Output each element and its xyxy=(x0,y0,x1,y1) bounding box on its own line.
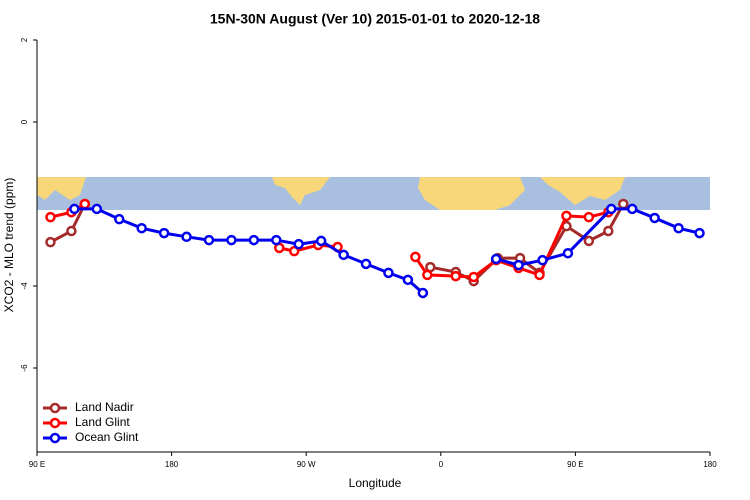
legend-marker xyxy=(49,417,61,429)
data-point xyxy=(383,267,394,279)
data-point xyxy=(79,198,91,210)
data-point xyxy=(91,203,103,215)
x-tick-label: 180 xyxy=(703,460,717,469)
data-point xyxy=(181,231,192,243)
data-point xyxy=(537,254,548,266)
y-tick-label: 0 xyxy=(20,119,29,124)
data-point xyxy=(338,249,349,261)
legend-marker xyxy=(49,402,61,414)
data-point xyxy=(288,245,300,257)
data-point xyxy=(618,198,629,210)
chart-title: 15N-30N August (Ver 10) 2015-01-01 to 20… xyxy=(210,11,540,27)
data-point xyxy=(583,211,595,223)
data-point xyxy=(45,211,56,223)
x-tick-label: 90 E xyxy=(567,460,583,469)
data-point xyxy=(450,270,462,282)
data-point xyxy=(114,213,125,225)
data-point xyxy=(626,203,638,215)
data-point xyxy=(66,225,77,237)
data-point xyxy=(203,234,215,246)
x-tick-label: 180 xyxy=(165,460,179,469)
data-point xyxy=(315,235,327,247)
data-point xyxy=(293,238,304,250)
y-tick-label: -6 xyxy=(20,364,29,372)
series-line xyxy=(50,202,609,279)
data-point xyxy=(583,235,595,247)
data-point xyxy=(226,234,237,246)
legend-label: Ocean Glint xyxy=(75,430,139,444)
data-point xyxy=(45,236,56,248)
data-point xyxy=(271,234,282,246)
data-point xyxy=(402,274,414,286)
data-point xyxy=(673,222,684,234)
data-point xyxy=(468,271,479,283)
legend-marker xyxy=(49,432,61,444)
data-point xyxy=(534,269,545,281)
x-tick-label: 0 xyxy=(439,460,444,469)
world-map xyxy=(37,177,710,210)
data-point xyxy=(69,203,80,215)
y-axis-label: XCO2 - MLO trend (ppm) xyxy=(2,178,16,313)
y-tick-label: -4 xyxy=(20,282,29,290)
data-point xyxy=(513,259,524,271)
data-point xyxy=(606,203,617,215)
x-axis-label: Longitude xyxy=(349,476,402,490)
series-line xyxy=(74,207,700,295)
data-point xyxy=(490,253,502,265)
data-point xyxy=(422,269,433,281)
data-point xyxy=(649,212,660,224)
data-point xyxy=(360,258,372,270)
x-tick-label: 90 W xyxy=(297,460,316,469)
legend-label: Land Nadir xyxy=(75,400,134,414)
y-tick-label: 2 xyxy=(20,37,29,42)
x-tick-label: 90 E xyxy=(29,460,45,469)
data-point xyxy=(417,287,429,299)
data-point xyxy=(410,251,421,263)
data-point xyxy=(136,222,147,234)
data-point xyxy=(603,225,614,237)
data-point xyxy=(561,210,572,222)
data-point xyxy=(248,234,260,246)
data-point xyxy=(694,227,705,239)
data-point xyxy=(158,227,170,239)
data-point xyxy=(562,247,574,259)
legend-label: Land Glint xyxy=(75,415,130,429)
